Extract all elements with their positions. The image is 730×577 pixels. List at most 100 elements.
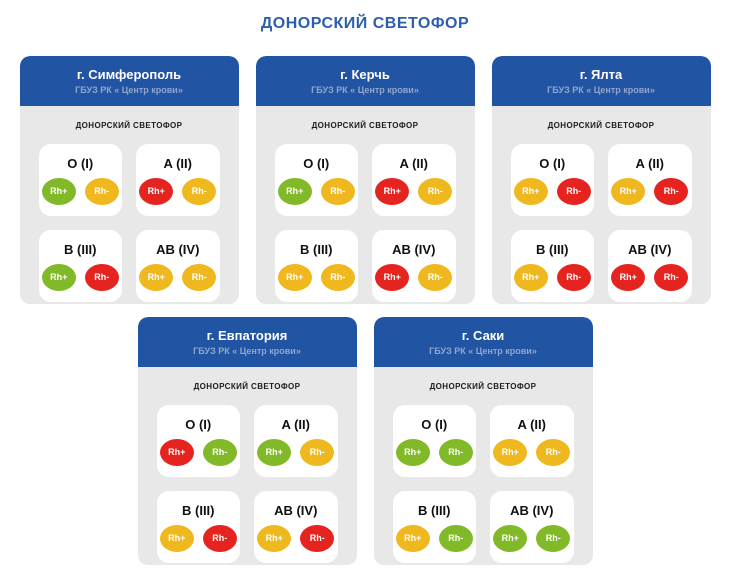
- card-body: ДОНОРСКИЙ СВЕТОФОР O (I) Rh+ Rh- A (II) …: [256, 106, 475, 304]
- blood-group-name: AB (IV): [628, 241, 672, 257]
- blood-group-tile: A (II) Rh+ Rh-: [490, 405, 574, 477]
- rh-badges: Rh+ Rh-: [41, 263, 119, 291]
- rh-minus-badge: Rh-: [84, 263, 119, 291]
- rh-plus-badge: Rh+: [139, 263, 174, 291]
- blood-group-name: A (II): [399, 155, 428, 171]
- rh-minus-badge: Rh-: [654, 177, 689, 205]
- rh-badges: Rh+ Rh-: [611, 177, 689, 205]
- blood-group-name: AB (IV): [156, 241, 200, 257]
- blood-group-name: O (I): [539, 155, 566, 171]
- rh-minus-badge: Rh-: [418, 263, 453, 291]
- rh-badges: Rh+ Rh-: [139, 177, 217, 205]
- rh-minus-badge: Rh-: [320, 177, 355, 205]
- rh-badges: Rh+ Rh-: [277, 177, 355, 205]
- blood-group-name: O (I): [67, 155, 94, 171]
- rh-badges: Rh+ Rh-: [493, 438, 571, 466]
- rh-plus-badge: Rh+: [41, 263, 76, 291]
- blood-group-tile: O (I) Rh+ Rh-: [392, 405, 476, 477]
- rh-plus-badge: Rh+: [493, 438, 528, 466]
- rh-plus-badge: Rh+: [277, 263, 312, 291]
- card-body: ДОНОРСКИЙ СВЕТОФОР O (I) Rh+ Rh- A (II) …: [374, 367, 593, 565]
- traffic-light-label: ДОНОРСКИЙ СВЕТОФОР: [547, 121, 655, 130]
- rh-plus-badge: Rh+: [277, 177, 312, 205]
- blood-group-tile: A (II) Rh+ Rh-: [254, 405, 338, 477]
- blood-group-name: A (II): [635, 155, 664, 171]
- rh-plus-badge: Rh+: [611, 177, 646, 205]
- traffic-light-label: ДОНОРСКИЙ СВЕТОФОР: [75, 121, 183, 130]
- rh-minus-badge: Rh-: [202, 438, 237, 466]
- rh-plus-badge: Rh+: [41, 177, 76, 205]
- rh-plus-badge: Rh+: [395, 438, 430, 466]
- blood-group-tile: A (II) Rh+ Rh-: [136, 144, 220, 216]
- blood-group-tile: AB (IV) Rh+ Rh-: [372, 230, 456, 302]
- rh-plus-badge: Rh+: [513, 177, 548, 205]
- traffic-light-label: ДОНОРСКИЙ СВЕТОФОР: [193, 382, 301, 391]
- card-header: г. Симферополь ГБУЗ РК « Центр крови»: [19, 56, 239, 106]
- cards-row-bottom: г. Евпатория ГБУЗ РК « Центр крови» ДОНО…: [0, 317, 730, 565]
- rh-minus-badge: Rh-: [556, 177, 591, 205]
- city-name: г. Ялта: [579, 67, 623, 82]
- rh-badges: Rh+ Rh-: [375, 177, 453, 205]
- rh-plus-badge: Rh+: [375, 177, 410, 205]
- city-card: г. Ялта ГБУЗ РК « Центр крови» ДОНОРСКИЙ…: [491, 56, 711, 304]
- city-card: г. Саки ГБУЗ РК « Центр крови» ДОНОРСКИЙ…: [373, 317, 593, 565]
- rh-plus-badge: Rh+: [611, 263, 646, 291]
- blood-group-tile: B (III) Rh+ Rh-: [274, 230, 358, 302]
- blood-group-name: A (II): [281, 416, 310, 432]
- blood-group-tile: B (III) Rh+ Rh-: [156, 491, 240, 563]
- rh-badges: Rh+ Rh-: [513, 177, 591, 205]
- rh-badges: Rh+ Rh-: [375, 263, 453, 291]
- rh-plus-badge: Rh+: [159, 524, 194, 552]
- org-name: ГБУЗ РК « Центр крови»: [429, 346, 537, 356]
- city-card: г. Керчь ГБУЗ РК « Центр крови» ДОНОРСКИ…: [255, 56, 475, 304]
- blood-group-grid: O (I) Rh+ Rh- A (II) Rh+ Rh- B (III): [274, 144, 456, 302]
- rh-badges: Rh+ Rh-: [159, 438, 237, 466]
- rh-badges: Rh+ Rh-: [611, 263, 689, 291]
- blood-group-tile: AB (IV) Rh+ Rh-: [136, 230, 220, 302]
- rh-minus-badge: Rh-: [300, 438, 335, 466]
- rh-minus-badge: Rh-: [300, 524, 335, 552]
- card-body: ДОНОРСКИЙ СВЕТОФОР O (I) Rh+ Rh- A (II) …: [138, 367, 357, 565]
- rh-badges: Rh+ Rh-: [257, 524, 335, 552]
- rh-minus-badge: Rh-: [418, 177, 453, 205]
- blood-group-name: A (II): [163, 155, 192, 171]
- card-header: г. Саки ГБУЗ РК « Центр крови»: [373, 317, 593, 367]
- blood-group-name: O (I): [185, 416, 212, 432]
- blood-group-tile: O (I) Rh+ Rh-: [38, 144, 122, 216]
- blood-group-name: B (III): [536, 241, 569, 257]
- blood-group-tile: B (III) Rh+ Rh-: [510, 230, 594, 302]
- city-name: г. Евпатория: [206, 328, 288, 343]
- rh-badges: Rh+ Rh-: [395, 524, 473, 552]
- blood-group-name: AB (IV): [510, 502, 554, 518]
- rh-minus-badge: Rh-: [182, 263, 217, 291]
- card-header: г. Ялта ГБУЗ РК « Центр крови»: [491, 56, 711, 106]
- blood-group-grid: O (I) Rh+ Rh- A (II) Rh+ Rh- B (III): [510, 144, 692, 302]
- rh-plus-badge: Rh+: [139, 177, 174, 205]
- rh-badges: Rh+ Rh-: [395, 438, 473, 466]
- blood-group-tile: A (II) Rh+ Rh-: [608, 144, 692, 216]
- rh-plus-badge: Rh+: [395, 524, 430, 552]
- blood-group-tile: O (I) Rh+ Rh-: [274, 144, 358, 216]
- rh-plus-badge: Rh+: [159, 438, 194, 466]
- blood-group-tile: AB (IV) Rh+ Rh-: [490, 491, 574, 563]
- blood-group-tile: B (III) Rh+ Rh-: [38, 230, 122, 302]
- rh-plus-badge: Rh+: [493, 524, 528, 552]
- card-body: ДОНОРСКИЙ СВЕТОФОР O (I) Rh+ Rh- A (II) …: [20, 106, 239, 304]
- blood-group-name: B (III): [418, 502, 451, 518]
- rh-minus-badge: Rh-: [438, 438, 473, 466]
- rh-badges: Rh+ Rh-: [493, 524, 571, 552]
- card-header: г. Керчь ГБУЗ РК « Центр крови»: [255, 56, 475, 106]
- city-name: г. Симферополь: [76, 67, 182, 82]
- rh-minus-badge: Rh-: [320, 263, 355, 291]
- blood-group-name: AB (IV): [392, 241, 436, 257]
- city-name: г. Керчь: [340, 67, 390, 82]
- rh-badges: Rh+ Rh-: [159, 524, 237, 552]
- rh-badges: Rh+ Rh-: [41, 177, 119, 205]
- traffic-light-label: ДОНОРСКИЙ СВЕТОФОР: [311, 121, 419, 130]
- city-card: г. Евпатория ГБУЗ РК « Центр крови» ДОНО…: [137, 317, 357, 565]
- traffic-light-label: ДОНОРСКИЙ СВЕТОФОР: [429, 382, 537, 391]
- blood-group-name: O (I): [303, 155, 330, 171]
- blood-group-name: B (III): [182, 502, 215, 518]
- blood-group-grid: O (I) Rh+ Rh- A (II) Rh+ Rh- B (III): [38, 144, 220, 302]
- org-name: ГБУЗ РК « Центр крови»: [547, 85, 655, 95]
